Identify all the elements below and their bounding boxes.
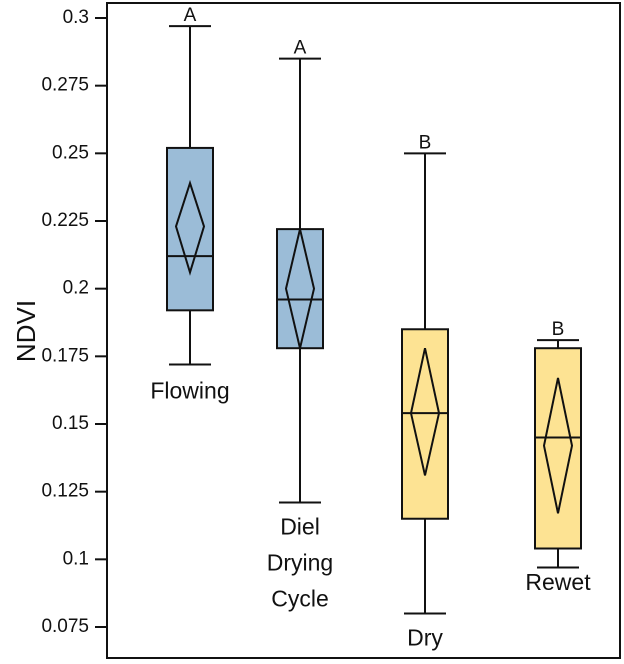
y-axis: 0.3 0.275 0.25 0.225 0.2 0.175 0.15 0.125 0.1 0.0…: [41, 7, 107, 637]
category-label: Drying: [267, 549, 333, 575]
category-label: Flowing: [150, 377, 229, 403]
y-tick-label: 0.2: [63, 278, 89, 299]
y-tick-label: 0.275: [41, 75, 89, 96]
category-label: Rewet: [525, 569, 591, 595]
significance-letter: A: [294, 38, 307, 59]
mean-diamond: [409, 348, 441, 476]
iqr-box: [276, 228, 324, 350]
y-tick-label: 0.3: [63, 7, 89, 28]
box-dry: B Dry: [401, 132, 449, 650]
iqr-box: [534, 347, 582, 550]
box-rewet: B Rewet: [525, 319, 591, 595]
y-tick-label: 0.125: [41, 481, 89, 502]
y-axis-title: NDVI: [11, 300, 41, 362]
mean-diamond: [174, 179, 206, 276]
plot-frame: [106, 2, 621, 659]
y-tick-label: 0.15: [52, 413, 89, 434]
category-label: Diel: [280, 513, 320, 539]
box-diel-drying-cycle: A Diel Drying Cycle: [267, 38, 333, 612]
box-flowing: A Flowing: [150, 5, 229, 403]
category-label: Cycle: [271, 585, 329, 611]
category-label: Dry: [407, 624, 443, 650]
box-series-group: A Flowing A Diel Drying Cycle B Dry B Rewet: [150, 5, 591, 650]
y-tick-label: 0.175: [41, 345, 89, 366]
significance-letter: B: [419, 132, 432, 153]
mean-diamond: [284, 228, 316, 349]
iqr-box: [166, 146, 214, 312]
y-tick-label: 0.1: [63, 548, 89, 569]
iqr-box: [401, 328, 449, 520]
significance-letter: A: [184, 5, 197, 26]
y-tick-label: 0.225: [41, 210, 89, 231]
mean-diamond: [542, 377, 574, 514]
significance-letter: B: [552, 319, 565, 340]
y-tick-label: 0.25: [52, 142, 89, 163]
y-tick-label: 0.075: [41, 616, 89, 637]
